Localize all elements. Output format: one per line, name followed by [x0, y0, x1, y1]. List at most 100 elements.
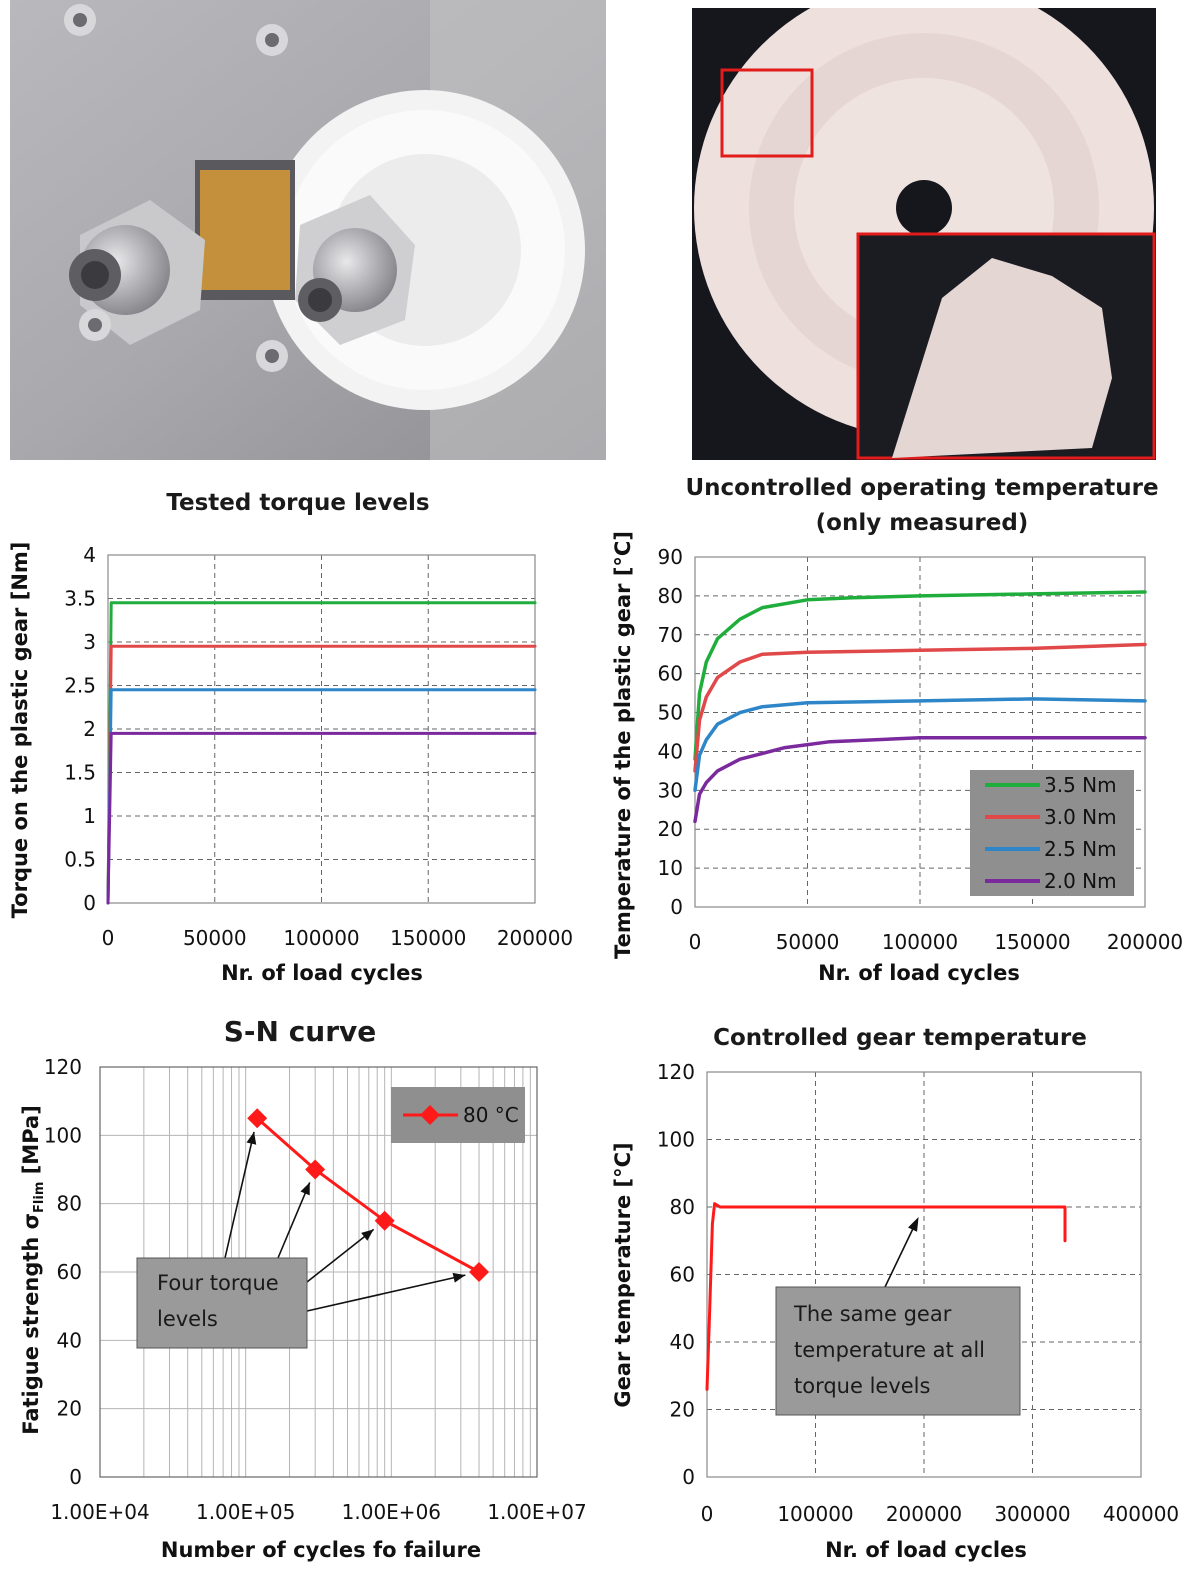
series-line [256, 1117, 480, 1274]
y-tick-label: 30 [658, 778, 683, 802]
annotation-line: torque levels [794, 1374, 930, 1398]
x-tick-label: 50000 [776, 930, 840, 954]
y-tick-label: 2 [83, 717, 96, 741]
plot-area [694, 556, 1146, 908]
chart-title: Tested torque levels [166, 490, 429, 516]
y-tick-label: 1.5 [64, 761, 96, 785]
x-tick-label: 300000 [994, 1502, 1070, 1526]
x-axis-label: Nr. of load cycles [818, 961, 1020, 985]
annotation-line: Four torque [157, 1271, 279, 1295]
y-tick-label: 0 [670, 895, 683, 919]
gear-test-rig-photo [10, 0, 606, 460]
controlled-temperature-chart: Controlled gear temperature The same gea… [600, 1005, 1194, 1569]
x-tick-label: 0 [701, 1502, 714, 1526]
y-tick-label: 80 [57, 1192, 82, 1216]
y-tick-label: 80 [670, 1195, 695, 1219]
x-tick-label: 150000 [390, 926, 466, 950]
x-tick-label: 1.00E+06 [342, 1500, 441, 1524]
y-tick-label: 0 [83, 891, 96, 915]
y-tick-label: 100 [657, 1128, 695, 1152]
legend-label: 80 °C [463, 1103, 519, 1127]
annotation-arrow [306, 1274, 466, 1312]
series-line [693, 590, 1147, 761]
y-tick-label: 2.5 [64, 674, 96, 698]
legend-marker [420, 1105, 440, 1125]
x-tick-label: 400000 [1103, 1502, 1179, 1526]
x-axis-label: Nr. of load cycles [825, 1538, 1027, 1562]
y-tick-label: 120 [657, 1060, 695, 1084]
data-point-marker [374, 1210, 395, 1231]
annotation-arrowhead [452, 1272, 466, 1283]
y-tick-label: 70 [658, 623, 683, 647]
y-tick-label: 120 [44, 1055, 82, 1079]
legend: 80 °C [391, 1087, 525, 1143]
y-tick-label: 20 [670, 1398, 695, 1422]
chart-title: S-N curve [224, 1015, 377, 1048]
x-tick-label: 200000 [497, 926, 573, 950]
annotation-arrow [224, 1131, 255, 1259]
y-tick-label: 40 [57, 1328, 82, 1352]
y-tick-label: 10 [658, 856, 683, 880]
x-axis-label: Nr. of load cycles [221, 961, 423, 985]
annotation-line: temperature at all [794, 1338, 985, 1362]
y-tick-label: 80 [658, 584, 683, 608]
annotation-box: The same gear temperature at all torque … [775, 1286, 1021, 1416]
x-tick-label: 100000 [283, 926, 359, 950]
x-tick-label: 1.00E+07 [487, 1500, 586, 1524]
x-tick-label: 1.00E+04 [50, 1500, 149, 1524]
torque-chart: Tested torque levels 0 50000 100000 150000 2… [0, 470, 590, 990]
legend-label: 2.5 Nm [1044, 837, 1117, 861]
series-line [106, 731, 537, 905]
y-tick-label: 4 [83, 543, 96, 567]
series-line [693, 642, 1147, 773]
y-tick-label: 0.5 [64, 848, 96, 872]
annotation-arrow [306, 1228, 375, 1283]
y-tick-label: 60 [57, 1260, 82, 1284]
y-tick-label: 3.5 [64, 587, 96, 611]
plot-area [107, 554, 536, 904]
data-point-marker [469, 1262, 490, 1282]
y-axis-label: Torque on the plastic gear [Nm] [8, 542, 32, 919]
annotation-line: levels [157, 1307, 218, 1331]
y-tick-label: 100 [44, 1123, 82, 1147]
series-line [693, 736, 1147, 824]
annotation-arrowhead [361, 1229, 374, 1241]
legend-label: 2.0 Nm [1044, 869, 1117, 893]
x-tick-label: 50000 [183, 926, 247, 950]
x-tick-label: 100000 [777, 1502, 853, 1526]
x-tick-label: 0 [102, 926, 115, 950]
x-tick-label: 0 [689, 930, 702, 954]
y-tick-label: 40 [658, 739, 683, 763]
data-point-marker [305, 1159, 326, 1180]
chart-title: Uncontrolled operating temperature [685, 475, 1158, 501]
y-tick-label: 90 [658, 545, 683, 569]
x-tick-label: 200000 [1107, 930, 1183, 954]
series-line [705, 1202, 1067, 1391]
annotation-box: Four torque levels [136, 1257, 308, 1349]
y-tick-label: 50 [658, 701, 683, 725]
annotation-arrowhead [246, 1131, 257, 1145]
x-axis-label: Number of cycles fo failure [161, 1538, 481, 1562]
series-line [693, 697, 1147, 793]
legend-label: 3.0 Nm [1044, 805, 1117, 829]
y-tick-label: 20 [658, 817, 683, 841]
plot-area [706, 1071, 1142, 1478]
x-tick-label: 150000 [994, 930, 1070, 954]
annotation-arrowhead [300, 1182, 310, 1196]
y-tick-label: 1 [83, 804, 96, 828]
x-tick-label: 1.00E+05 [196, 1500, 295, 1524]
temperature-chart: Uncontrolled operating temperature (only… [600, 470, 1194, 990]
chart-title: Controlled gear temperature [713, 1025, 1087, 1051]
data-point-marker [247, 1108, 268, 1129]
y-tick-label: 3 [83, 630, 96, 654]
worn-gear-photo [692, 8, 1156, 460]
x-tick-label: 200000 [886, 1502, 962, 1526]
x-tick-label: 100000 [882, 930, 958, 954]
annotation-arrow [884, 1225, 915, 1288]
y-tick-label: 20 [57, 1397, 82, 1421]
legend: 3.5 Nm 3.0 Nm 2.5 Nm 2.0 Nm [970, 770, 1134, 896]
annotation-arrow [277, 1182, 311, 1259]
y-tick-label: 60 [658, 662, 683, 686]
y-axis-label: Temperature of the plastic gear [°C] [611, 531, 635, 959]
plot-area [99, 1066, 538, 1478]
